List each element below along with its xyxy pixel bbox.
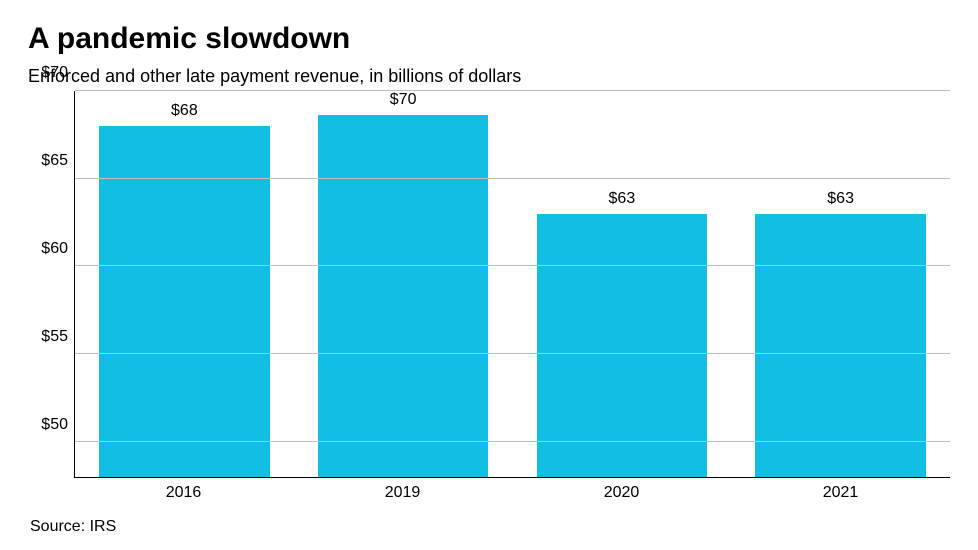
x-axis: 2016201920202021	[74, 478, 950, 502]
x-tick-label: 2021	[731, 478, 950, 502]
x-tick-label: 2019	[293, 478, 512, 502]
gridline	[75, 441, 950, 442]
bar-slot: $63	[731, 91, 950, 477]
chart-title: A pandemic slowdown	[28, 22, 950, 56]
bar-rect	[537, 214, 708, 477]
chart-area: $50$55$60$65$70 $68$70$63$63 20162019202…	[28, 91, 950, 502]
bar-rect	[318, 115, 489, 477]
bar-value-label: $63	[609, 190, 636, 208]
chart-subtitle: Enforced and other late payment revenue,…	[28, 66, 950, 87]
y-tick-label: $55	[41, 328, 68, 346]
y-tick-label: $60	[41, 240, 68, 258]
bar-slot: $70	[294, 91, 513, 477]
y-tick-label: $50	[41, 416, 68, 434]
bar-value-label: $68	[171, 102, 198, 120]
plot: $68 $70 $63 $63	[74, 91, 950, 478]
gridline	[75, 353, 950, 354]
gridline	[75, 178, 950, 179]
gridline	[75, 265, 950, 266]
bar-value-label: $63	[827, 190, 854, 208]
plot-row: $50 $55 $60 $65 $70 $68 $70 $63 $63	[28, 91, 950, 478]
bar-slot: $63	[513, 91, 732, 477]
gridline	[75, 90, 950, 91]
x-tick-label: 2016	[74, 478, 293, 502]
y-tick-label: $65	[41, 152, 68, 170]
bar-value-label: $70	[390, 91, 417, 109]
bar-rect	[755, 214, 926, 477]
y-tick-label: $70	[41, 64, 68, 82]
bars-layer: $68 $70 $63 $63	[75, 91, 950, 477]
chart-container: A pandemic slowdown Enforced and other l…	[0, 0, 978, 550]
x-tick-label: 2020	[512, 478, 731, 502]
source-text: Source: IRS	[30, 518, 950, 536]
y-axis: $50$55$60$65$70	[28, 91, 74, 478]
bar-slot: $68	[75, 91, 294, 477]
